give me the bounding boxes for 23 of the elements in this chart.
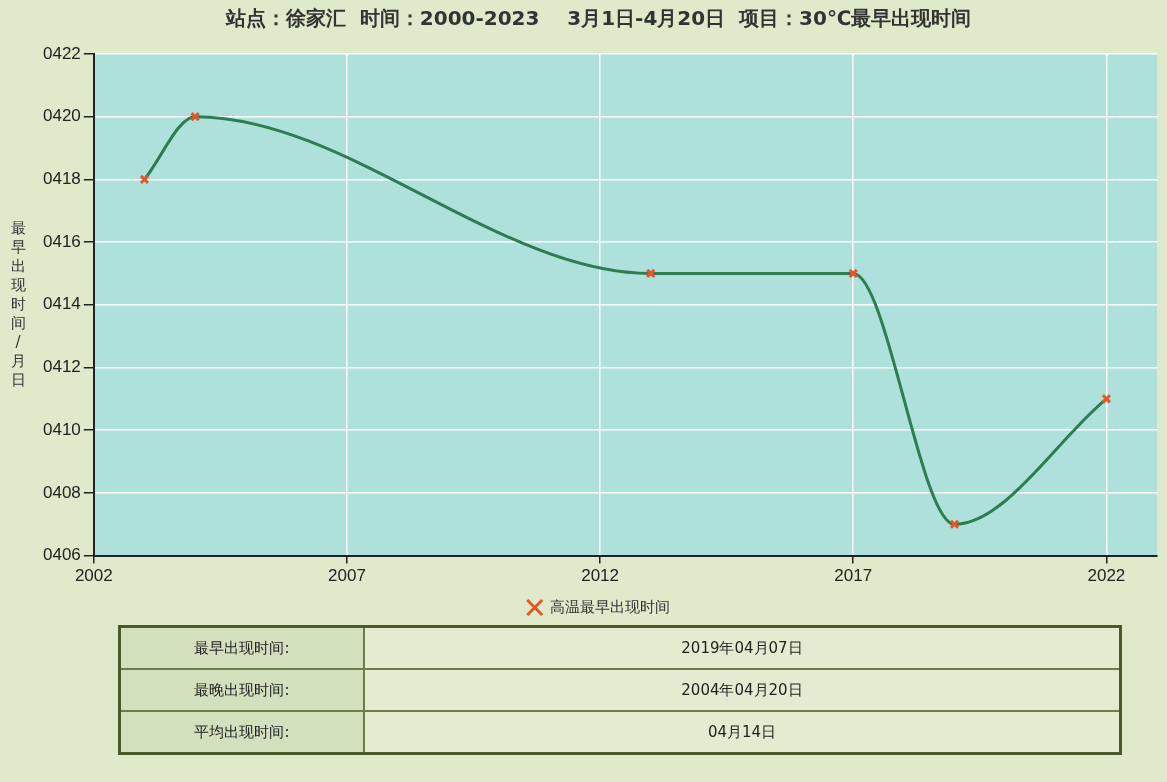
y-tick-label: 0412 <box>42 357 81 377</box>
chart-title: 站点：徐家汇 时间：2000-2023 3月1日-4月20日 项目：30℃最早出现时间 <box>224 6 972 31</box>
x-tick-label: 2012 <box>581 566 620 586</box>
y-tick-label: 0418 <box>42 169 81 189</box>
y-tick-label: 0422 <box>42 43 81 63</box>
y-tick-label: 0416 <box>42 231 81 251</box>
y-tick-label: 0420 <box>42 106 81 126</box>
legend-label: 高温最早出现时间 <box>549 597 670 615</box>
text: 最早出现时间: <box>119 626 364 669</box>
text: 最早出现时间/月日 <box>10 218 26 389</box>
x-tick-label: 2022 <box>1087 566 1126 586</box>
text: 04月14日 <box>364 711 1121 754</box>
y-tick-label: 0406 <box>42 545 81 565</box>
x-tick-label: 2002 <box>74 566 113 586</box>
x-tick-label: 2017 <box>834 566 873 586</box>
text: 2019年04月07日 <box>364 626 1121 669</box>
y-tick-label: 0414 <box>42 294 81 314</box>
text: 最晚出现时间: <box>119 669 364 711</box>
text: 2004年04月20日 <box>364 669 1121 711</box>
y-tick-label: 0408 <box>42 482 81 502</box>
y-tick-label: 0410 <box>42 419 81 439</box>
x-tick-label: 2007 <box>328 566 366 586</box>
text: 平均出现时间: <box>119 711 364 754</box>
